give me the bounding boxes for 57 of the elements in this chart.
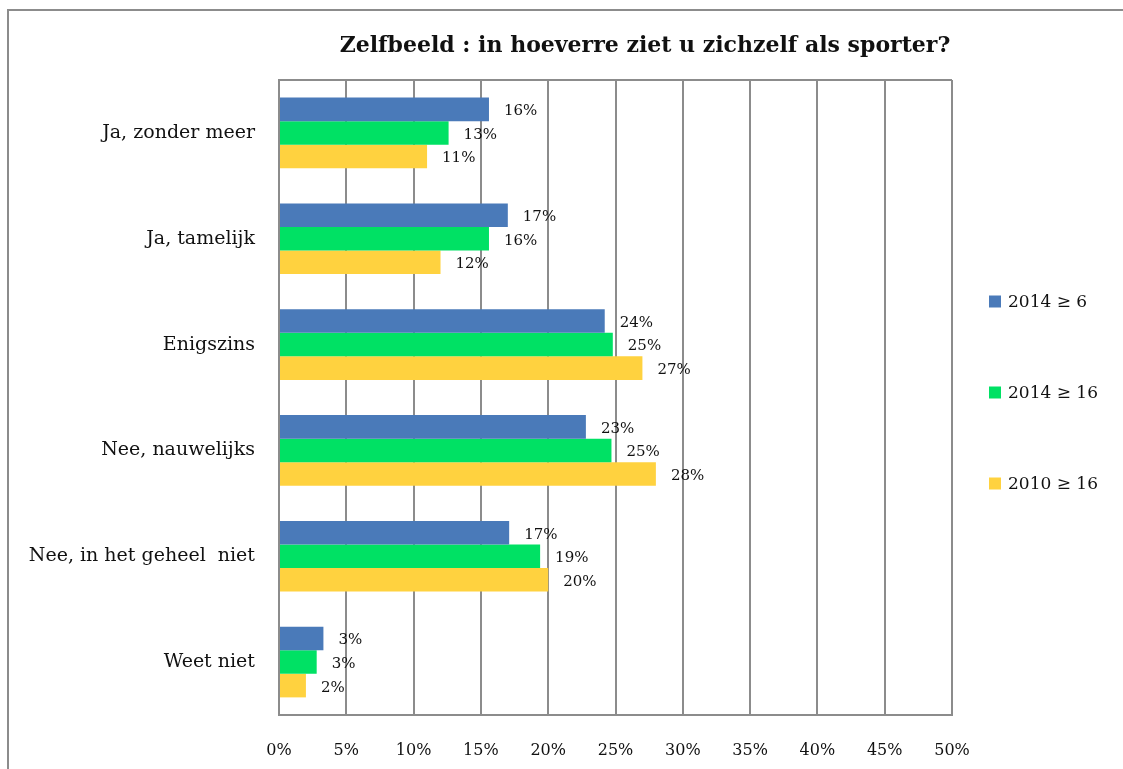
data-label: 27%	[657, 360, 691, 378]
x-tick-label: 30%	[665, 739, 701, 759]
legend-label: 2014 ≥ 6	[1008, 290, 1088, 311]
data-label: 20%	[563, 571, 597, 590]
data-label: 17%	[524, 524, 558, 543]
bar	[280, 144, 428, 169]
bar	[280, 462, 656, 486]
data-label: 24%	[619, 312, 654, 331]
y-tick-label: Ja, tamelijk	[144, 225, 256, 248]
bar	[280, 203, 508, 227]
bar	[280, 415, 586, 439]
bar	[280, 544, 541, 569]
data-label: 25%	[626, 442, 660, 461]
bar	[280, 520, 510, 545]
data-label: 13%	[463, 124, 497, 143]
bar	[280, 438, 612, 463]
bar	[280, 626, 324, 651]
y-tick-label: Nee, in het geheel niet	[28, 543, 256, 566]
data-label: 16%	[503, 230, 538, 249]
data-label: 12%	[455, 254, 489, 273]
y-tick-label: Ja, zonder meer	[100, 119, 256, 142]
data-label: 19%	[555, 548, 589, 567]
data-label: 28%	[670, 465, 705, 484]
data-label: 2%	[320, 677, 345, 696]
data-label: 3%	[338, 630, 363, 649]
data-label: 11%	[442, 148, 476, 167]
x-tick-label: 15%	[463, 739, 499, 759]
data-label: 25%	[627, 336, 662, 355]
x-tick-label: 35%	[732, 739, 768, 759]
data-label: 23%	[600, 418, 635, 437]
x-tick-label: 20%	[530, 739, 566, 759]
x-tick-label: 10%	[395, 739, 432, 759]
y-tick-label: Weet niet	[163, 649, 256, 672]
y-tick-label: Enigszins	[162, 331, 255, 354]
y-tick-label: Nee, nauwelijks	[101, 437, 255, 460]
bar	[280, 250, 441, 275]
bar	[280, 226, 489, 251]
legend-label: 2010 ≥ 16	[1008, 472, 1098, 493]
data-label: 17%	[522, 207, 557, 226]
bar	[280, 332, 613, 357]
bar	[280, 356, 643, 380]
bar	[280, 309, 605, 333]
chart-title: Zelfbeeld : in hoeverre ziet u zichzelf als sporter?	[338, 30, 952, 59]
bar	[280, 650, 317, 674]
bar	[280, 568, 549, 592]
x-tick-label: 45%	[866, 739, 903, 759]
x-tick-label: 0%	[266, 739, 292, 759]
x-tick-label: 40%	[799, 739, 836, 759]
bar	[280, 97, 489, 122]
bar	[280, 673, 306, 698]
x-tick-label: 5%	[333, 739, 359, 759]
data-label: 3%	[331, 653, 356, 672]
legend-label: 2014 ≥ 16	[1008, 381, 1098, 402]
data-label: 16%	[503, 101, 538, 120]
x-tick-label: 50%	[934, 739, 970, 759]
bar	[280, 121, 449, 145]
x-tick-label: 25%	[597, 739, 634, 759]
